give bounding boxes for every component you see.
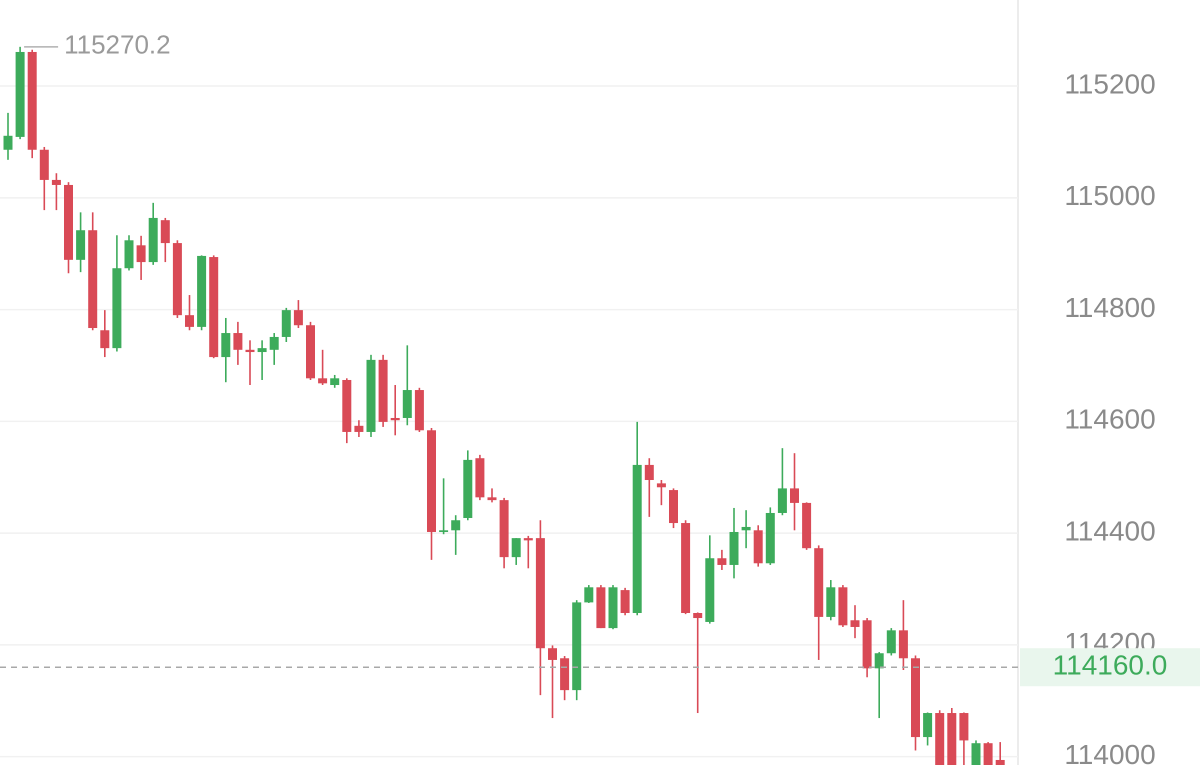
candle-body (814, 548, 824, 617)
candle-body (935, 713, 945, 765)
candle-body (88, 230, 98, 329)
candle-body (402, 390, 412, 418)
candle-body (572, 602, 582, 691)
candle-body (777, 488, 787, 513)
candle-body (3, 135, 13, 150)
candle-body (136, 245, 146, 263)
candle-body (620, 590, 630, 614)
last-price-box (1020, 648, 1200, 687)
candle-body (826, 587, 836, 617)
last-price-label: 114160.0 (1053, 650, 1168, 681)
candle-body (850, 620, 860, 627)
candle-body (390, 417, 400, 421)
candle-body (632, 464, 642, 614)
y-tick-label: 115200 (1064, 68, 1155, 99)
candle-body (983, 743, 993, 765)
candle-body (729, 531, 739, 565)
candle-body (705, 558, 715, 622)
candle-body (499, 500, 509, 558)
candle-body (656, 483, 666, 488)
candle-body (681, 523, 691, 614)
candle-body (741, 526, 751, 531)
candle-body (911, 658, 920, 738)
candle-body (185, 315, 194, 327)
y-tick-label: 115000 (1064, 180, 1155, 211)
candle-body (487, 497, 497, 501)
candle-body (862, 620, 872, 669)
candle-body (463, 459, 473, 519)
candle-body (342, 379, 352, 432)
candle-body (414, 390, 424, 431)
candle-body (596, 587, 606, 629)
candle-body (257, 348, 267, 353)
candle-body (959, 713, 969, 741)
candle-body (753, 530, 763, 564)
candle-body (330, 378, 340, 386)
candle-body (971, 743, 981, 765)
grid: 1140001142001144001146001148001150001152… (0, 68, 1156, 765)
candle-body (548, 648, 557, 660)
candle-body (15, 51, 25, 137)
candle-body (378, 359, 388, 422)
candle-body (354, 425, 364, 432)
candle-body (51, 179, 61, 185)
candle-body (233, 333, 243, 350)
candle-body (221, 333, 231, 358)
candle-body (172, 243, 182, 316)
max-marker-label: 115270.2 (64, 30, 171, 60)
candle-body (765, 512, 775, 564)
candle-body (160, 220, 170, 244)
candle-body (608, 587, 618, 629)
y-tick-label: 114400 (1064, 515, 1155, 546)
candle-body (427, 430, 436, 532)
candle-body (197, 255, 207, 327)
candle-body (318, 378, 328, 384)
candle-body (148, 217, 158, 263)
overlay: 115270.2 114160.0 (0, 30, 1200, 687)
candle-body (439, 530, 449, 532)
candle-body (802, 502, 812, 549)
candle-body (112, 268, 122, 349)
candle-body (535, 538, 545, 649)
candle-body (39, 149, 49, 180)
candle-body (293, 310, 303, 326)
candle-body (64, 184, 73, 260)
candle-body (923, 713, 933, 738)
candle-body (366, 359, 376, 432)
candle-body (947, 713, 957, 765)
candle-body (995, 759, 1005, 765)
y-tick-label: 114000 (1064, 739, 1155, 765)
y-tick-label: 114600 (1064, 404, 1155, 435)
candle-body (886, 630, 896, 654)
candle-body (27, 51, 37, 150)
candle-body (281, 310, 291, 337)
candle-body (245, 349, 255, 353)
candle-body (124, 240, 134, 269)
candle-body (76, 230, 86, 260)
candle-body (523, 538, 533, 541)
candle-body (560, 658, 570, 691)
candle-body (475, 458, 485, 498)
candle-body (269, 336, 279, 350)
candle-body (838, 587, 848, 626)
candle-body (790, 488, 799, 503)
candle-body (644, 464, 654, 481)
candle-body (874, 653, 884, 669)
candle-body (717, 558, 727, 565)
candle-body (584, 587, 594, 603)
candle-body (669, 490, 678, 524)
candles (3, 46, 1005, 765)
candle-body (306, 325, 315, 379)
candle-body (511, 538, 521, 558)
candle-body (209, 257, 219, 358)
candle-body (451, 520, 461, 531)
candle-body (100, 330, 110, 349)
y-tick-label: 114800 (1064, 292, 1155, 323)
candle-body (898, 630, 908, 659)
candle-body (693, 613, 703, 619)
